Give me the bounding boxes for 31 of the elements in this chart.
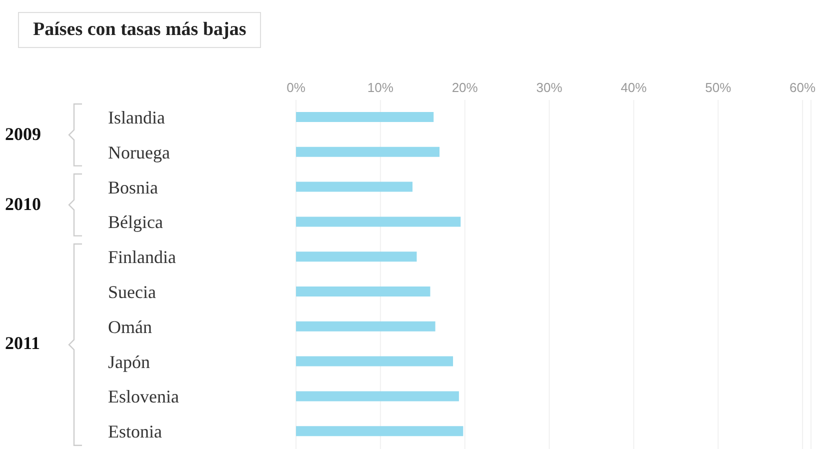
bar	[296, 356, 454, 366]
bar	[296, 286, 430, 296]
bar	[296, 321, 436, 332]
y-tick-label: Omán	[108, 316, 152, 337]
x-tick-label: 50%	[705, 80, 732, 95]
y-tick-label: Finlandia	[108, 247, 176, 268]
x-tick-label: 40%	[620, 80, 648, 95]
bar	[296, 426, 464, 436]
text: Países con tasas más bajas	[18, 12, 262, 48]
bar	[296, 391, 459, 402]
bar	[296, 216, 461, 227]
text: 2009	[5, 124, 41, 145]
x-tick-label: 20%	[452, 80, 478, 95]
y-tick-label: Estonia	[108, 422, 162, 442]
x-tick-label: 10%	[367, 80, 394, 95]
x-tick-label: 30%	[536, 80, 563, 95]
y-tick-label: Noruega	[108, 142, 170, 162]
y-tick-label: Japón	[108, 352, 150, 372]
y-tick-label: Suecia	[108, 282, 156, 302]
bar	[296, 112, 434, 122]
x-tick-label: 0%	[286, 80, 306, 95]
bar	[296, 252, 417, 262]
bar	[296, 182, 413, 192]
bar	[296, 146, 440, 157]
x-tick-label: 60%	[790, 80, 816, 95]
y-tick-label: Eslovenia	[108, 386, 179, 407]
y-tick-label: Islandia	[108, 107, 165, 128]
y-tick-label: Bosnia	[108, 177, 158, 198]
text: 2011	[5, 333, 40, 354]
text: 2010	[5, 194, 41, 215]
y-tick-label: Bélgica	[108, 212, 163, 232]
